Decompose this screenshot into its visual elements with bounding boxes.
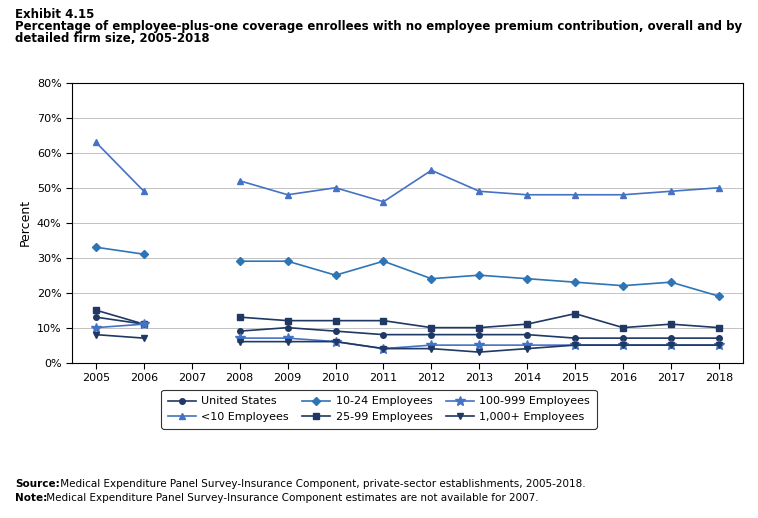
- Y-axis label: Percent: Percent: [18, 199, 31, 246]
- Text: Medical Expenditure Panel Survey-Insurance Component estimates are not available: Medical Expenditure Panel Survey-Insuran…: [43, 493, 539, 503]
- Text: Medical Expenditure Panel Survey-Insurance Component, private-sector establishme: Medical Expenditure Panel Survey-Insuran…: [57, 479, 585, 489]
- Legend: United States, <10 Employees, 10-24 Employees, 25-99 Employees, 100-999 Employee: United States, <10 Employees, 10-24 Empl…: [161, 390, 597, 429]
- Text: Percentage of employee-plus-one coverage enrollees with no employee premium cont: Percentage of employee-plus-one coverage…: [15, 20, 742, 33]
- Text: Exhibit 4.15: Exhibit 4.15: [15, 8, 95, 21]
- Text: detailed firm size, 2005-2018: detailed firm size, 2005-2018: [15, 32, 210, 45]
- Text: Source:: Source:: [15, 479, 60, 489]
- Text: Note:: Note:: [15, 493, 48, 503]
